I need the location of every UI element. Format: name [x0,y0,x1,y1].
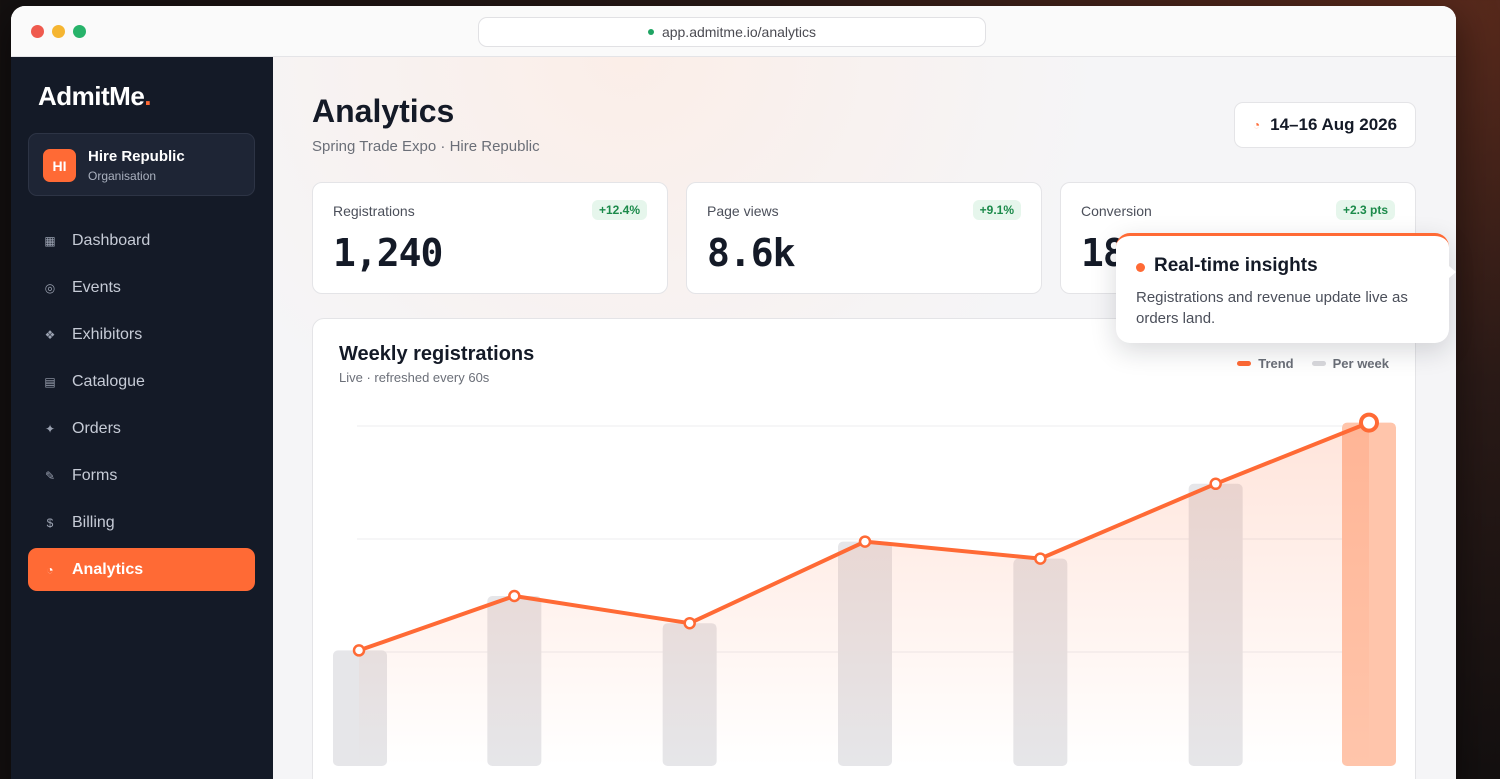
sidebar-item-events[interactable]: ◎ Events [28,266,255,309]
kpi-page-views[interactable]: Page views +9.1% 8.6k [686,182,1042,294]
trend-point [1209,477,1222,491]
catalogue-icon: ▤ [44,374,56,389]
sidebar-item-exhibitors[interactable]: ❖ Exhibitors [28,313,255,356]
legend-swatch [1311,361,1326,366]
org-name: Hire Republic [88,148,185,165]
sidebar-item-catalogue[interactable]: ▤ Catalogue [28,360,255,403]
tooltip-body: Registrations and revenue update live as… [1136,289,1408,327]
kpi-label: Conversion [1081,203,1152,219]
org-avatar: HI [43,149,76,182]
sidebar-item-label: Orders [72,419,121,437]
calendar-icon: ◔ [1252,118,1261,132]
title-bar: app.admitme.io/analytics [11,6,1456,57]
trend-point [352,644,366,657]
sidebar-item-label: Dashboard [72,231,151,249]
kpi-change-badge: +9.1% [972,200,1021,220]
sidebar-item-label: Catalogue [72,372,145,390]
close-window-button[interactable] [31,25,44,38]
trend-point [858,535,872,548]
analytics-icon: ◔ [46,562,54,577]
sidebar-item-orders[interactable]: ✦ Orders [28,407,255,450]
legend-label: Per week [1332,356,1389,371]
sidebar-item-forms[interactable]: ✎ Forms [28,454,255,497]
main-content: Analytics Spring Trade Expo · Hire Repub… [273,57,1456,779]
date-range-label: 14–16 Aug 2026 [1270,115,1398,134]
address-bar[interactable]: app.admitme.io/analytics [478,17,986,47]
page-subtitle: Spring Trade Expo · Hire Republic [312,138,540,155]
page-title: Analytics [312,93,455,129]
trend-point [683,616,696,630]
legend-label: Trend [1258,356,1294,371]
tooltip-title: Real-time insights [1154,255,1318,276]
kpi-label: Registrations [333,203,415,219]
sidebar-item-label: Analytics [72,560,144,578]
date-range-button[interactable]: ◔ 14–16 Aug 2026 [1234,102,1416,148]
kpi-value: 8.6k [707,231,796,275]
logo[interactable]: AdmitMe. [38,81,151,112]
trend-point [508,589,521,603]
sidebar-item-label: Forms [72,466,118,484]
orders-icon: ✦ [44,421,56,436]
billing-icon: $ [46,515,54,530]
app-window: app.admitme.io/analytics AdmitMe. HI Hir… [11,6,1456,779]
sidebar-nav: ▦ Dashboard ◎ Events ❖ Exhibitors ▤ Catalogue ✦ O… [28,219,255,595]
logo-text: AdmitMe [38,81,145,111]
kpi-change-badge: +2.3 pts [1335,200,1395,220]
live-dot-icon [1136,263,1145,272]
chart-subtitle: Live · refreshed every 60s [339,370,490,385]
realtime-insights-tooltip: Real-time insights Registrations and rev… [1116,233,1456,343]
chart-legend: Trend Per week [1237,356,1389,371]
kpi-change-badge: +12.4% [591,200,647,220]
kpi-label: Page views [707,203,779,219]
dashboard-icon: ▦ [44,233,56,248]
logo-accent: . [144,81,152,111]
sidebar-item-billing[interactable]: $ Billing [28,501,255,544]
exhibitors-icon: ❖ [44,327,56,342]
weekly-registrations-chart: Weekly registrations Live · refreshed ev… [312,318,1416,779]
sidebar-item-dashboard[interactable]: ▦ Dashboard [28,219,255,262]
sidebar-item-analytics[interactable]: ◔ Analytics [28,548,255,591]
chart-title: Weekly registrations [339,343,535,365]
trend-point [1034,552,1047,565]
events-icon: ◎ [44,280,56,295]
minimize-window-button[interactable] [52,25,65,38]
sidebar: AdmitMe. HI Hire Republic Organisation ▦… [11,57,273,779]
sidebar-item-label: Events [72,278,121,296]
sidebar-item-label: Exhibitors [72,325,143,343]
url-text: app.admitme.io/analytics [661,24,817,40]
org-role: Organisation [88,169,157,183]
legend-swatch [1237,361,1252,366]
kpi-value: 1,240 [333,231,443,275]
chart-canvas [333,412,1396,766]
kpi-registrations[interactable]: Registrations +12.4% 1,240 [312,182,668,294]
trend-point [1359,412,1379,433]
sidebar-item-label: Billing [72,513,115,531]
secure-dot-icon [647,29,654,35]
maximize-window-button[interactable] [73,25,86,38]
forms-icon: ✎ [44,468,56,483]
legend-item-per-week[interactable]: Per week [1311,356,1389,371]
trend-area [359,422,1369,766]
org-switcher[interactable]: HI Hire Republic Organisation [28,133,255,196]
legend-item-trend[interactable]: Trend [1237,356,1294,371]
